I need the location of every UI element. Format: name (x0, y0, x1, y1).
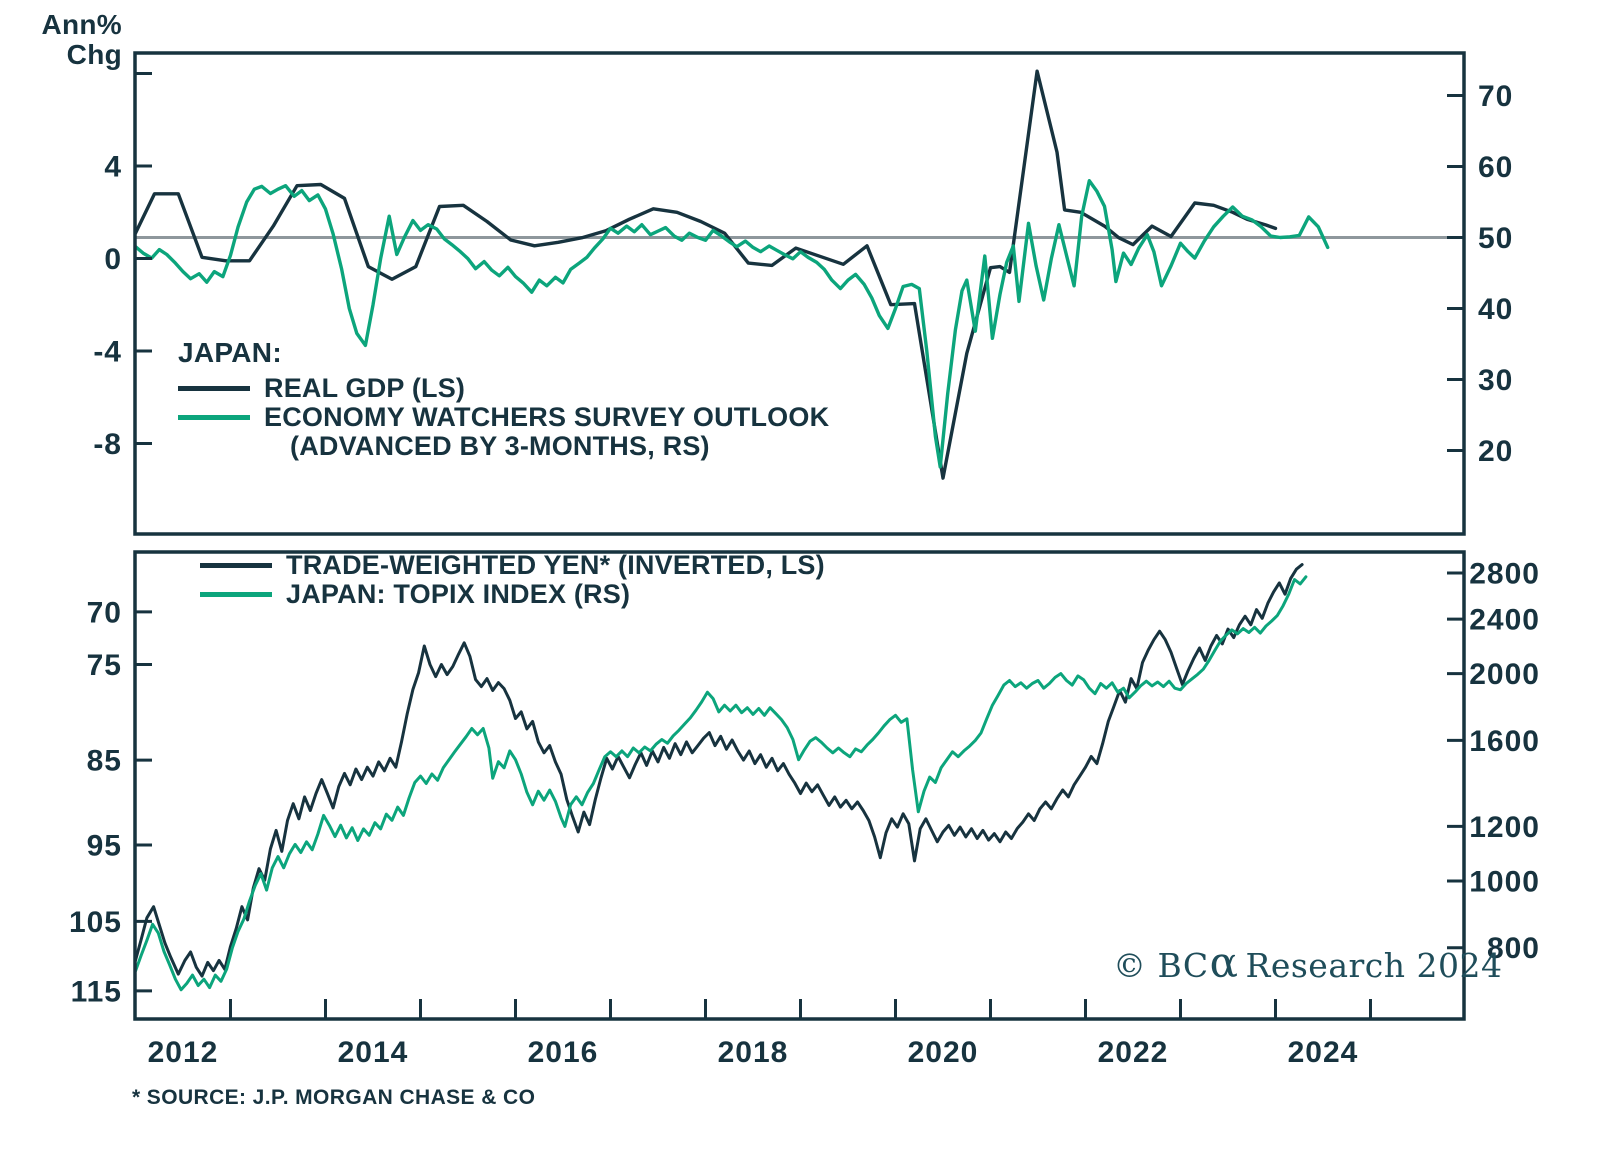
left-axis-title: Ann% Chg (14, 10, 122, 70)
x-tick-label: 2012 (148, 1036, 219, 1069)
y-right-tick-label: 1200 (1469, 811, 1540, 844)
legend-label-survey-line2: (ADVANCED BY 3-MONTHS, RS) (290, 431, 710, 461)
series-line-top-0 (133, 69, 1278, 480)
x-tick-label: 2022 (1098, 1036, 1169, 1069)
x-tick-label: 2016 (528, 1036, 599, 1069)
y-left-tick-label: 105 (69, 906, 122, 939)
series-line-bottom-1 (134, 575, 1308, 992)
y-right-tick-label: 20 (1478, 435, 1513, 468)
series-line-top-1 (133, 178, 1330, 469)
y-left-tick-label: 4 (104, 151, 122, 184)
brand-prefix: © BC (1113, 946, 1209, 985)
left-axis-title-line1: Ann% (41, 9, 122, 40)
y-right-tick-label: 30 (1478, 364, 1513, 397)
gdp-line-swatch (178, 386, 250, 391)
y-right-tick-label: 2800 (1469, 558, 1540, 591)
legend-bottom: TRADE-WEIGHTED YEN* (INVERTED, LS) JAPAN… (200, 550, 825, 609)
y-right-tick-label: 50 (1478, 222, 1513, 255)
panel-frame-top (133, 51, 1466, 536)
topix-line-swatch (200, 592, 272, 597)
legend-label-real-gdp: REAL GDP (LS) (264, 373, 466, 403)
legend-top: JAPAN: REAL GDP (LS) ECONOMY WATCHERS SU… (178, 337, 829, 461)
brand-alpha-glyph: α (1209, 938, 1239, 987)
brand-suffix: Research 2024 (1245, 946, 1503, 985)
y-right-tick-label: 40 (1478, 293, 1513, 326)
y-left-tick-label: 95 (87, 829, 122, 862)
y-left-tick-label: 0 (104, 243, 122, 276)
x-tick-label: 2014 (338, 1036, 409, 1069)
legend-label-survey-line1: ECONOMY WATCHERS SURVEY OUTLOOK (264, 402, 830, 432)
left-axis-title-line2: Chg (66, 39, 122, 70)
y-right-tick-label: 60 (1478, 151, 1513, 184)
y-right-tick-label: 800 (1487, 932, 1540, 965)
y-right-tick-label: 2000 (1469, 658, 1540, 691)
brand-mark: © BCα Research 2024 (1113, 942, 1503, 986)
y-left-tick-label: 70 (87, 596, 122, 629)
legend-label-yen: TRADE-WEIGHTED YEN* (INVERTED, LS) (286, 550, 825, 580)
yen-line-swatch (200, 563, 272, 568)
source-note: * SOURCE: J.P. MORGAN CHASE & CO (132, 1086, 536, 1109)
series-line-bottom-0 (134, 563, 1304, 978)
legend-label-topix: JAPAN: TOPIX INDEX (RS) (286, 579, 631, 609)
x-tick-label: 2020 (908, 1036, 979, 1069)
y-left-tick-label: 85 (87, 745, 122, 778)
y-right-tick-label: 2400 (1469, 604, 1540, 637)
x-tick-label: 2018 (718, 1036, 789, 1069)
y-left-tick-label: 115 (71, 975, 122, 1008)
y-right-tick-label: 1600 (1469, 725, 1540, 758)
survey-line-swatch (178, 415, 250, 420)
y-left-tick-label: -4 (93, 335, 122, 368)
y-right-tick-label: 70 (1478, 80, 1513, 113)
x-tick-label: 2024 (1288, 1036, 1359, 1069)
y-right-tick-label: 1000 (1469, 865, 1540, 898)
y-left-tick-label: -8 (93, 428, 122, 461)
legend-heading: JAPAN: (178, 337, 282, 368)
y-left-tick-label: 75 (87, 649, 122, 682)
